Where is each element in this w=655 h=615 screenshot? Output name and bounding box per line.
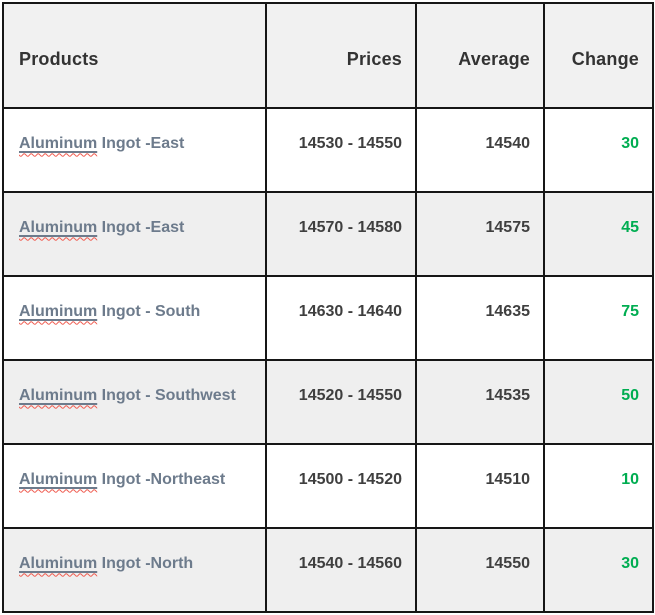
table-row: Aluminum Ingot -Northeast 14500 - 14520 …: [2, 443, 654, 529]
product-cell: Aluminum Ingot -East: [2, 107, 267, 193]
spellcheck-underline: Aluminum: [19, 219, 97, 236]
product-cell: Aluminum Ingot -East: [2, 191, 267, 277]
product-word-aluminum: Aluminum: [19, 302, 98, 320]
average-cell: 14635: [415, 275, 545, 361]
spellcheck-underline: Aluminum: [19, 387, 97, 404]
average-cell: 14550: [415, 527, 545, 613]
change-cell: 30: [543, 107, 654, 193]
average-cell: 14510: [415, 443, 545, 529]
product-name-rest: Ingot - Southwest: [97, 386, 236, 404]
column-header-change: Change: [543, 2, 654, 109]
change-cell: 10: [543, 443, 654, 529]
average-cell: 14535: [415, 359, 545, 445]
header-row: Products Prices Average Change: [2, 2, 654, 109]
product-word-aluminum: Aluminum: [19, 134, 98, 152]
change-cell: 50: [543, 359, 654, 445]
table-row: Aluminum Ingot - South 14630 - 14640 146…: [2, 275, 654, 361]
prices-cell: 14630 - 14640: [265, 275, 417, 361]
product-cell: Aluminum Ingot -Northeast: [2, 443, 267, 529]
average-cell: 14540: [415, 107, 545, 193]
spellcheck-underline: Aluminum: [19, 135, 97, 152]
prices-cell: 14520 - 14550: [265, 359, 417, 445]
prices-cell: 14500 - 14520: [265, 443, 417, 529]
product-name-rest: Ingot -East: [97, 134, 185, 152]
product-cell: Aluminum Ingot - Southwest: [2, 359, 267, 445]
product-word-aluminum: Aluminum: [19, 554, 98, 572]
average-cell: 14575: [415, 191, 545, 277]
product-word-aluminum: Aluminum: [19, 386, 98, 404]
product-name-rest: Ingot -East: [97, 218, 185, 236]
prices-cell: 14570 - 14580: [265, 191, 417, 277]
table-row: Aluminum Ingot -East 14570 - 14580 14575…: [2, 191, 654, 277]
column-header-products: Products: [2, 2, 267, 109]
product-word-aluminum: Aluminum: [19, 470, 98, 488]
table-row: Aluminum Ingot -East 14530 - 14550 14540…: [2, 107, 654, 193]
change-cell: 75: [543, 275, 654, 361]
spellcheck-underline: Aluminum: [19, 555, 97, 572]
change-cell: 30: [543, 527, 654, 613]
column-header-prices: Prices: [265, 2, 417, 109]
product-cell: Aluminum Ingot - South: [2, 275, 267, 361]
column-header-average: Average: [415, 2, 545, 109]
table-row: Aluminum Ingot -North 14540 - 14560 1455…: [2, 527, 654, 613]
table-row: Aluminum Ingot - Southwest 14520 - 14550…: [2, 359, 654, 445]
spellcheck-underline: Aluminum: [19, 303, 97, 320]
spellcheck-underline: Aluminum: [19, 471, 97, 488]
product-name-rest: Ingot -North: [97, 554, 194, 572]
product-cell: Aluminum Ingot -North: [2, 527, 267, 613]
product-word-aluminum: Aluminum: [19, 218, 98, 236]
product-name-rest: Ingot - South: [97, 302, 201, 320]
prices-cell: 14530 - 14550: [265, 107, 417, 193]
prices-cell: 14540 - 14560: [265, 527, 417, 613]
product-name-rest: Ingot -Northeast: [97, 470, 226, 488]
change-cell: 45: [543, 191, 654, 277]
